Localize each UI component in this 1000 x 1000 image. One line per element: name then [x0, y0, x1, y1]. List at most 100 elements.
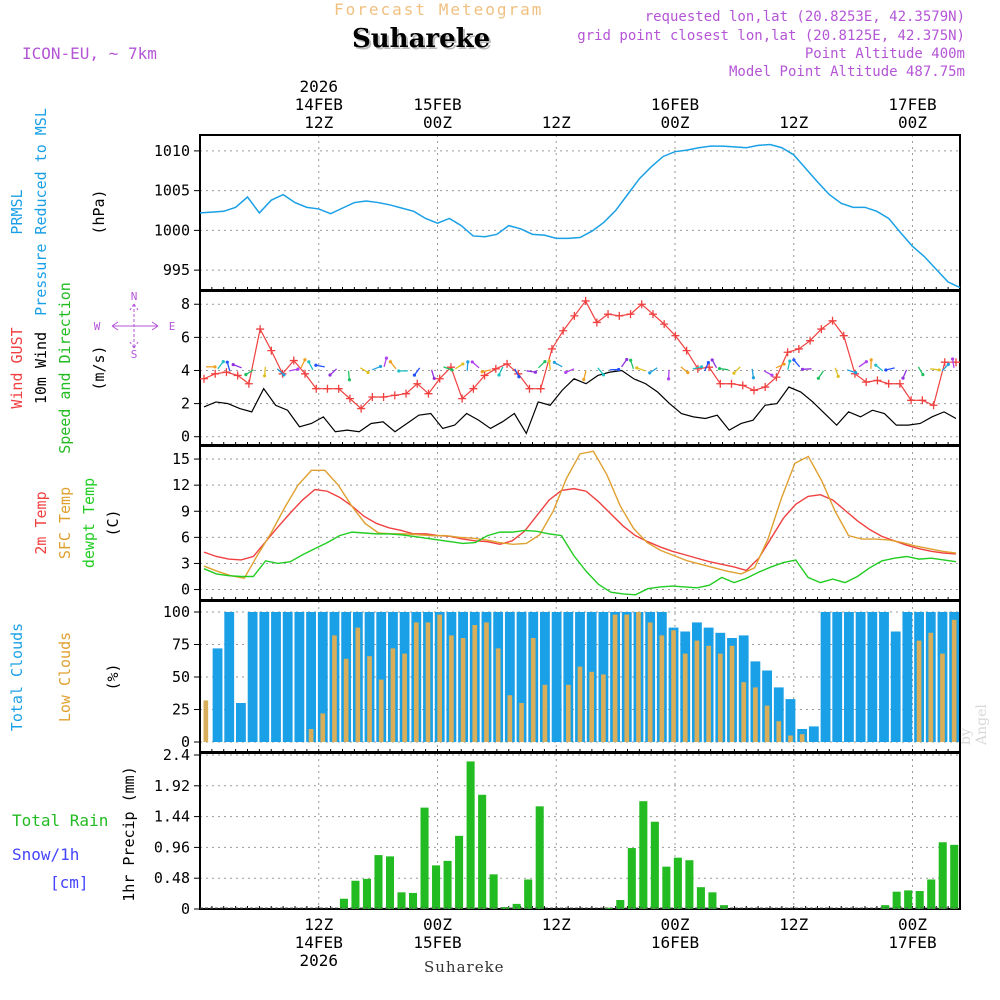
gust-marker — [615, 311, 624, 320]
y-tick-label: 1000 — [154, 221, 190, 239]
panel-frame — [199, 134, 961, 291]
panel-1: 995 1000 1005 1010 — [154, 134, 961, 291]
gust-marker — [592, 318, 601, 327]
gust-marker — [379, 392, 388, 401]
low-cloud-bar — [682, 653, 688, 742]
wind-arrow-head — [788, 359, 792, 363]
total-cloud-bar — [271, 612, 281, 742]
y-tick-label: 1010 — [154, 142, 190, 160]
gust-marker — [749, 386, 758, 395]
time-tick-label: 12Z — [779, 915, 808, 934]
low-cloud-bar — [694, 640, 700, 742]
gust-marker — [469, 384, 478, 393]
date-tick-label: 15FEB — [413, 95, 461, 114]
rain-bar — [524, 879, 533, 909]
compass-ew-arrow — [111, 321, 159, 331]
wind-arrow-head — [816, 376, 820, 380]
y-tick-label: 15 — [172, 450, 190, 468]
wind-arrow-head — [461, 362, 465, 366]
wind-arrow-head — [314, 363, 318, 367]
rain-bar — [478, 794, 487, 909]
panel-5: 0 0.48 0.96 1.44 1.92 2.4 — [154, 746, 961, 918]
rain-bar — [639, 801, 648, 909]
y-tick-label: 75 — [172, 636, 190, 654]
wind-arrow-head — [874, 363, 878, 367]
gust-marker — [862, 378, 871, 387]
rain-bar — [512, 903, 521, 909]
ylabel-prmsl: PRMSL — [8, 189, 26, 234]
grid-point-coords: grid point closest lon,lat (20.8125E, 42… — [577, 28, 965, 44]
rain-bar — [904, 890, 913, 909]
wind-arrow-head — [552, 360, 556, 364]
rain-bar — [719, 905, 728, 909]
wind-arrow-head — [717, 366, 722, 371]
rain-bar — [892, 891, 901, 909]
gust-marker — [682, 346, 691, 355]
low-cloud-bar — [729, 645, 735, 742]
rain-bar — [650, 821, 659, 909]
gust-marker — [413, 379, 422, 388]
gust-marker — [884, 379, 893, 388]
low-cloud-bar — [413, 622, 419, 742]
wind-arrow-head — [869, 358, 873, 362]
rain-bar — [535, 806, 544, 909]
y-tick-label: 8 — [181, 295, 190, 313]
wind-arrow-head — [564, 370, 568, 374]
ylabel-pressure: Pressure Reduced to MSL — [32, 108, 50, 316]
gust-marker — [256, 325, 265, 334]
wind-arrow-head — [296, 367, 300, 371]
gust-marker — [525, 384, 534, 393]
low-cloud-bar — [565, 684, 571, 742]
total-cloud-bar — [504, 612, 515, 742]
low-cloud-bar — [601, 674, 606, 742]
date-tick-label: 14FEB — [295, 933, 343, 952]
gust-marker — [940, 358, 949, 367]
cloud-bars — [203, 612, 960, 742]
gust-marker — [559, 326, 568, 335]
time-tick-label: 00Z — [661, 915, 690, 934]
low-cloud-bar — [507, 695, 513, 742]
low-cloud-bar — [753, 687, 758, 742]
y-tick-label: 6 — [181, 528, 190, 546]
gust-marker — [839, 331, 848, 340]
y-tick-label: 1.92 — [154, 777, 190, 795]
low-cloud-bar — [343, 658, 349, 742]
y-tick-label: 0 — [181, 428, 190, 446]
ylabel-2m-temp: 2m Temp — [32, 491, 50, 554]
time-tick-label: 00Z — [898, 915, 927, 934]
wind-arrow-head — [864, 360, 868, 364]
rain-bar — [604, 907, 613, 909]
low-cloud-bar — [916, 640, 922, 742]
low-cloud-bar — [449, 635, 454, 742]
total-cloud-bar — [376, 612, 387, 742]
y-tick-label: 995 — [163, 261, 190, 279]
wind-arrow-head — [388, 360, 393, 364]
rain-bar — [466, 761, 475, 909]
rain-bar — [662, 866, 671, 909]
y-tick-label: 9 — [181, 502, 190, 520]
panel-3: 0 3 6 9 12 15 — [172, 445, 961, 601]
gust-marker — [491, 364, 500, 373]
date-tick-label: 14FEB — [295, 95, 343, 114]
wind-arrow-head — [710, 358, 714, 362]
gust-marker — [536, 384, 545, 393]
total-cloud-bar — [844, 612, 854, 742]
wind-arrow-head — [884, 368, 888, 372]
total-cloud-bar — [808, 726, 819, 742]
gust-marker — [312, 384, 321, 393]
wind-arrow-head — [517, 375, 521, 379]
total-cloud-bar — [890, 631, 901, 742]
low-cloud-bar — [706, 645, 711, 742]
y-tick-label: 0.96 — [154, 838, 190, 856]
rain-bar — [489, 874, 498, 909]
gust-marker — [929, 401, 938, 410]
wind-arrow-head — [648, 371, 652, 375]
gust-marker — [368, 392, 377, 401]
wind-arrow-head — [533, 370, 538, 374]
gust-marker — [480, 371, 489, 380]
low-cloud-bar — [460, 638, 466, 742]
wind-arrow-head — [378, 364, 383, 369]
low-cloud-bar — [741, 682, 747, 742]
y-tick-label: 0 — [181, 581, 190, 599]
